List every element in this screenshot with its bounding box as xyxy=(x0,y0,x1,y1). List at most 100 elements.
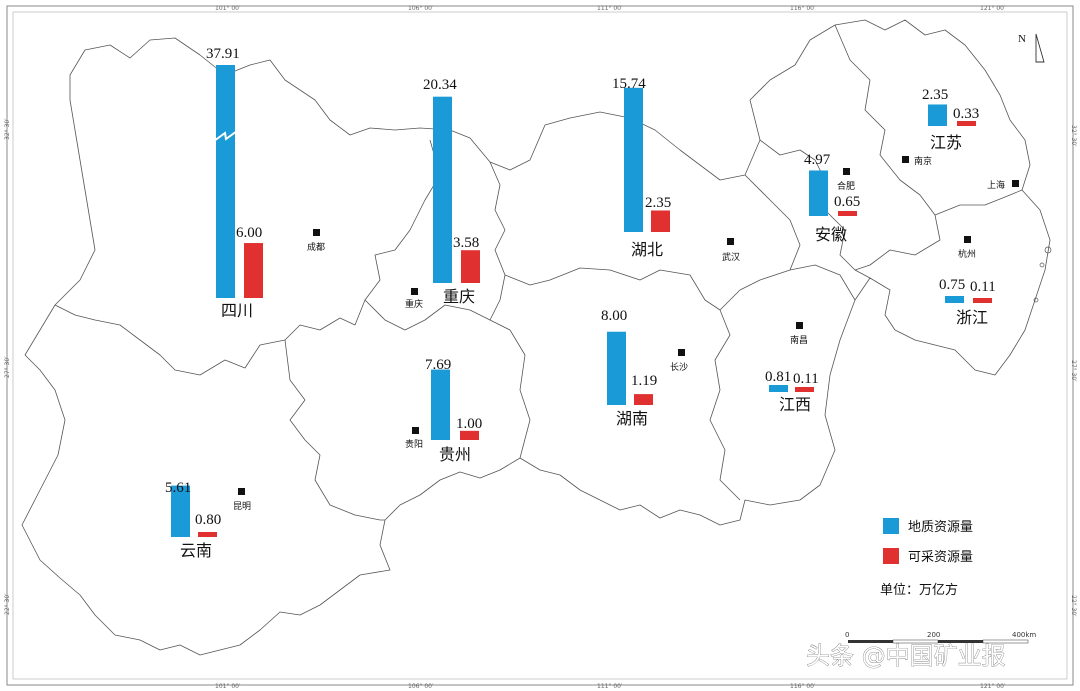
province-label-anhui: 安徽 xyxy=(815,225,847,244)
value-geo-anhui: 4.97 xyxy=(804,152,831,168)
value-rec-yunnan: 0.80 xyxy=(195,512,221,528)
bar-geological-3 xyxy=(431,369,450,440)
grid-left-2: 27° 30′ xyxy=(4,356,11,378)
bar-recoverable-0 xyxy=(244,243,263,298)
province-label-hunan: 湖南 xyxy=(616,409,648,428)
border-sichuan-yunnan xyxy=(54,299,366,376)
border-anhui-jiangsu xyxy=(834,24,941,271)
city-marker-chongqing xyxy=(411,288,418,295)
city-marker-guiyang xyxy=(412,427,419,434)
bar-recoverable-6 xyxy=(838,211,857,216)
province-label-guizhou: 贵州 xyxy=(439,445,471,464)
province-labels: 四川 重庆 湖北 贵州 湖南 云南 安徽 江苏 江西 浙江 xyxy=(180,133,988,560)
bar-recoverable-1 xyxy=(461,250,480,283)
bar-geological-6 xyxy=(809,170,828,216)
value-geo-chongqing: 20.34 xyxy=(423,77,457,93)
legend-swatch-geological xyxy=(883,518,899,534)
grid-top-3: 111° 00′ xyxy=(597,5,623,12)
value-geo-yunnan: 5.61 xyxy=(165,480,191,496)
graticule-top: 101° 00′ 106° 00′ 111° 00′ 116° 00′ 121°… xyxy=(215,5,1006,12)
city-label-changsha: 长沙 xyxy=(670,361,688,373)
province-label-chongqing: 重庆 xyxy=(443,287,475,306)
grid-bottom-2: 106° 00′ xyxy=(408,683,434,690)
city-label-nanchang: 南昌 xyxy=(790,334,808,346)
grid-bottom-3: 111° 00′ xyxy=(597,683,623,690)
watermark: 头条 @中国矿业报 xyxy=(806,642,1006,670)
grid-top-4: 116° 00′ xyxy=(790,5,816,12)
value-rec-sichuan: 6.00 xyxy=(236,225,262,241)
legend-label-geological: 地质资源量 xyxy=(908,520,973,535)
bar-geological-8 xyxy=(769,385,788,392)
city-label-nanjing: 南京 xyxy=(914,155,932,167)
value-rec-hunan: 1.19 xyxy=(631,373,657,389)
city-marker-nanjing xyxy=(902,156,909,163)
bar-geological-9 xyxy=(945,296,964,303)
bar-recoverable-8 xyxy=(795,387,814,392)
border-jiangsu-zhejiang xyxy=(934,189,1023,216)
city-marker-nanchang xyxy=(796,322,803,329)
border-hubei-anhui xyxy=(719,174,801,311)
city-markers: 成都 重庆 贵阳 昆明 武汉 长沙 南昌 合肥 南京 杭州 上海 xyxy=(233,155,1019,512)
bar-geological-2 xyxy=(624,87,643,233)
graticule-left: 32° 30′ 27° 30′ 22° 30′ xyxy=(4,118,11,615)
value-rec-jiangsu: 0.33 xyxy=(953,106,979,122)
grid-right-2: 27° 30′ xyxy=(1070,360,1077,382)
scale-bar-segment-4 xyxy=(982,639,1029,644)
scale-label-400: 400km xyxy=(1012,631,1036,639)
value-rec-guizhou: 1.00 xyxy=(456,416,482,432)
bar-geological-4 xyxy=(607,331,626,405)
value-geo-hunan: 8.00 xyxy=(601,308,627,324)
city-marker-shanghai xyxy=(1012,180,1019,187)
grid-bottom-4: 116° 00′ xyxy=(790,683,816,690)
value-geo-jiangsu: 2.35 xyxy=(922,87,948,103)
scale-label-200: 200 xyxy=(927,631,940,639)
border-yunnan-guizhou xyxy=(284,339,385,521)
axis-break-mark xyxy=(213,130,238,142)
north-arrow-icon xyxy=(1035,33,1045,63)
graticule-bottom: 101° 00′ 106° 00′ 111° 00′ 116° 00′ 121°… xyxy=(215,683,1006,690)
province-label-yunnan: 云南 xyxy=(180,541,212,560)
value-geo-zhejiang: 0.75 xyxy=(939,277,965,293)
north-arrow: N xyxy=(1018,33,1045,63)
grid-top-2: 106° 00′ xyxy=(408,5,434,12)
city-marker-kunming xyxy=(238,488,245,495)
map-inner-frame xyxy=(12,11,1068,680)
border-hubei-hunan xyxy=(504,267,721,311)
bar-recoverable-3 xyxy=(460,430,479,440)
legend: 地质资源量 可采资源量 单位：万亿方 xyxy=(880,518,973,598)
border-chongqing-hubei xyxy=(489,161,506,321)
legend-label-recoverable: 可采资源量 xyxy=(908,550,973,565)
bar-geological-7 xyxy=(928,104,947,126)
value-labels: 37.91 6.00 20.34 3.58 15.74 2.35 7.69 1.… xyxy=(165,46,996,528)
resource-bars xyxy=(171,65,992,537)
grid-top-1: 101° 00′ xyxy=(215,5,241,12)
bar-recoverable-4 xyxy=(634,394,653,405)
province-label-jiangxi: 江西 xyxy=(779,395,811,414)
grid-right-3: 22° 30′ xyxy=(1070,595,1077,617)
grid-top-5: 121° 00′ xyxy=(980,5,1006,12)
grid-bottom-1: 101° 00′ xyxy=(215,683,241,690)
bar-geological-1 xyxy=(433,96,452,283)
scale-bar: 0 200 400km xyxy=(845,631,1036,644)
islands xyxy=(1033,246,1052,303)
city-marker-hangzhou xyxy=(964,236,971,243)
graticule-right: 32° 30′ 27° 30′ 22° 30′ xyxy=(1070,125,1077,617)
city-label-hefei: 合肥 xyxy=(837,180,855,192)
value-rec-hubei: 2.35 xyxy=(645,195,671,211)
scale-bar-segment-1 xyxy=(848,640,893,643)
scale-label-0: 0 xyxy=(845,631,849,639)
bar-geological-0 xyxy=(216,65,235,298)
city-label-guiyang: 贵阳 xyxy=(405,438,423,450)
city-label-kunming: 昆明 xyxy=(233,501,251,512)
value-geo-jiangxi: 0.81 xyxy=(765,369,791,385)
bar-recoverable-7 xyxy=(957,121,976,126)
grid-left-3: 22° 30′ xyxy=(4,593,11,615)
value-geo-sichuan: 37.91 xyxy=(206,46,240,62)
value-geo-hubei: 15.74 xyxy=(612,76,646,92)
city-label-shanghai: 上海 xyxy=(987,179,1005,191)
map-frame xyxy=(6,5,1074,686)
grid-bottom-5: 121° 00′ xyxy=(980,683,1006,690)
province-boundaries xyxy=(21,19,1051,656)
city-label-chengdu: 成都 xyxy=(307,241,325,253)
